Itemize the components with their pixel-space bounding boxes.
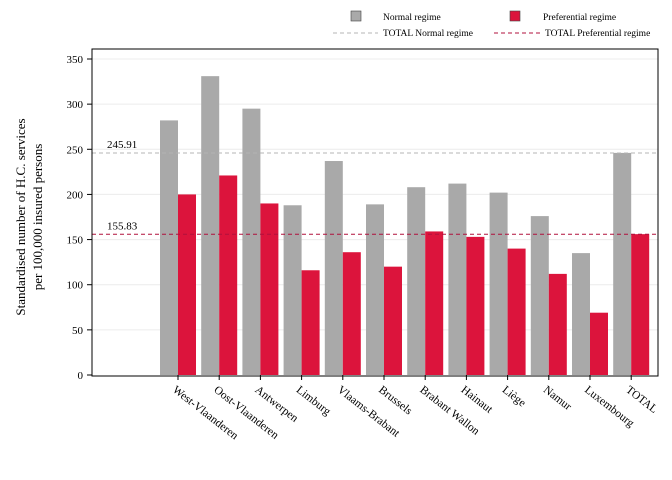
x-tick-label-5: Brussels	[376, 384, 415, 418]
bar-normal-0	[160, 120, 178, 375]
x-tick-label-7: Hainaut	[459, 384, 496, 416]
y-tick-label-300: 300	[67, 99, 84, 111]
y-tick-label-350: 350	[67, 54, 84, 66]
bar-normal-10	[572, 253, 590, 375]
y-tick-label-100: 100	[67, 280, 84, 292]
legend-label-total-normal: TOTAL Normal regime	[383, 29, 473, 39]
bar-preferential-4	[342, 252, 361, 375]
x-tick-label-11: TOTAL	[623, 384, 659, 416]
x-tick-label-8: Liège	[500, 384, 528, 410]
bars	[160, 76, 650, 376]
legend-label-normal: Normal regime	[383, 13, 441, 23]
bar-normal-8	[489, 192, 508, 375]
y-tick-label-200: 200	[67, 189, 84, 201]
x-tick-label-3: Limburg	[294, 384, 333, 418]
bar-normal-4	[324, 161, 343, 375]
y-axis-title: Standardised number of H.C. services per…	[13, 118, 45, 315]
bar-preferential-5	[384, 266, 402, 375]
legend-label-total-preferential: TOTAL Preferential regime	[545, 28, 650, 39]
legend-swatch-normal	[350, 10, 362, 22]
legend: Normal regime Preferential regime TOTAL …	[333, 10, 650, 39]
bar-normal-3	[283, 205, 302, 375]
reference-label-total-normal: 245.91	[107, 139, 137, 151]
y-axis-title-line-1: Standardised number of H.C. services	[13, 118, 28, 315]
bar-normal-1	[201, 76, 220, 375]
bar-preferential-7	[466, 236, 485, 375]
plot-frame	[91, 48, 659, 377]
bar-normal-2	[242, 108, 261, 376]
reference-lines: 245.91 155.83	[92, 139, 658, 235]
bar-normal-7	[448, 183, 467, 375]
reference-label-total-preferential: 155.83	[107, 220, 138, 232]
y-tick-label-50: 50	[72, 325, 84, 337]
bar-preferential-11	[631, 234, 650, 375]
x-axis: West-VlaanderenOost-VlaanderenAntwerpenL…	[170, 375, 660, 442]
x-tick-label-9: Namur	[541, 384, 574, 413]
bar-normal-6	[407, 187, 426, 375]
y-tick-label-250: 250	[67, 144, 84, 156]
y-axis: 0 50 100 150 200 250 300 350	[67, 54, 92, 382]
y-axis-title-line-2: per 100,000 insured persons	[30, 144, 45, 291]
bar-normal-5	[366, 204, 384, 375]
bar-preferential-2	[260, 203, 279, 375]
bar-preferential-10	[590, 312, 608, 375]
bar-normal-9	[530, 216, 549, 375]
legend-label-preferential: Preferential regime	[543, 12, 616, 23]
bar-preferential-9	[548, 273, 567, 375]
bar-normal-11	[613, 152, 632, 375]
bar-preferential-1	[219, 175, 238, 375]
y-tick-label-0: 0	[78, 370, 84, 382]
legend-swatch-preferential	[509, 10, 521, 22]
bar-preferential-3	[301, 270, 320, 375]
bar-preferential-0	[178, 194, 196, 375]
bar-preferential-8	[507, 248, 526, 375]
bar-preferential-6	[425, 231, 444, 375]
y-tick-label-150: 150	[67, 235, 84, 247]
